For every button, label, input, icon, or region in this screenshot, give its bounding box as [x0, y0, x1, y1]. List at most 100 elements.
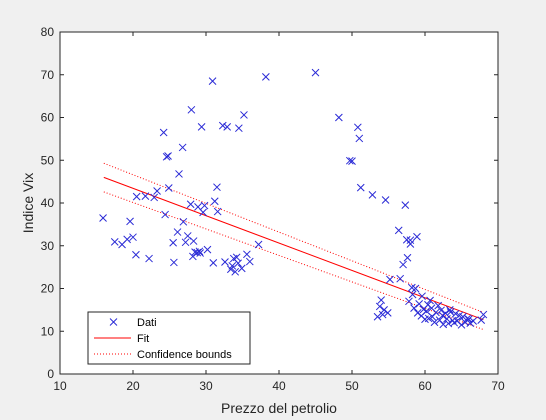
- data-point: [153, 187, 161, 195]
- data-point: [187, 105, 196, 114]
- x-tick-label: 20: [126, 379, 140, 393]
- data-point: [381, 196, 390, 204]
- y-tick-label: 20: [41, 282, 55, 296]
- data-point: [209, 258, 218, 267]
- data-point: [426, 296, 434, 305]
- data-point: [418, 292, 426, 301]
- data-point: [383, 309, 392, 317]
- data-point: [132, 250, 140, 259]
- data-point: [150, 193, 159, 202]
- data-point: [375, 302, 384, 311]
- data-point: [178, 143, 187, 152]
- data-point: [434, 301, 442, 310]
- legend-marker-dati: [109, 318, 118, 326]
- data-point: [394, 226, 403, 235]
- data-point: [213, 183, 221, 192]
- data-point: [181, 238, 190, 247]
- data-point: [169, 238, 178, 247]
- data-point: [175, 170, 183, 178]
- data-point: [173, 228, 182, 236]
- data-point: [164, 184, 173, 192]
- data-point: [126, 217, 134, 226]
- legend-label-dati: Dati: [137, 317, 157, 329]
- data-point: [200, 201, 209, 210]
- data-point: [403, 253, 412, 262]
- y-tick-label: 80: [41, 25, 55, 39]
- data-point: [210, 197, 219, 206]
- data-point: [199, 208, 207, 217]
- data-point: [345, 156, 354, 165]
- data-point: [479, 310, 488, 319]
- data-point: [110, 238, 119, 246]
- data-point: [399, 260, 407, 269]
- data-point: [243, 250, 251, 259]
- y-tick-label: 10: [41, 324, 55, 338]
- data-point: [443, 314, 451, 323]
- data-layer: [99, 68, 488, 331]
- data-point: [348, 157, 356, 165]
- data-point: [159, 128, 168, 137]
- data-point: [197, 123, 206, 131]
- y-tick-label: 50: [41, 153, 55, 167]
- data-point: [203, 245, 212, 254]
- data-point: [231, 267, 240, 276]
- data-point: [240, 111, 248, 119]
- data-point: [221, 258, 229, 266]
- data-point: [262, 73, 270, 81]
- data-point: [406, 236, 415, 245]
- x-tick-label: 60: [418, 379, 432, 393]
- data-point: [477, 316, 486, 324]
- data-point: [459, 312, 467, 321]
- x-tick-label: 10: [53, 379, 67, 393]
- y-tick-label: 60: [41, 111, 55, 125]
- legend-label-fit: Fit: [137, 333, 149, 345]
- data-point: [378, 310, 387, 319]
- data-point: [99, 214, 107, 222]
- data-point: [457, 320, 466, 329]
- data-point: [430, 318, 439, 327]
- data-point: [254, 240, 263, 249]
- legend: Dati Fit Confidence bounds: [87, 311, 251, 365]
- data-point: [406, 240, 415, 248]
- data-point: [123, 235, 132, 244]
- data-point: [373, 312, 382, 321]
- data-point: [356, 183, 365, 192]
- data-point: [232, 253, 241, 262]
- data-point: [218, 121, 227, 130]
- x-tick-label: 50: [345, 379, 359, 393]
- y-axis-label: Indice Vix: [20, 173, 36, 233]
- data-point: [408, 290, 417, 299]
- data-point: [189, 237, 198, 245]
- data-point: [213, 207, 222, 216]
- y-tick-label: 0: [47, 367, 54, 381]
- data-point: [445, 306, 454, 314]
- y-tick-label: 70: [41, 68, 55, 82]
- data-point: [186, 200, 195, 209]
- data-point: [377, 296, 386, 304]
- data-point: [161, 210, 169, 219]
- data-point: [228, 261, 237, 270]
- data-point: [129, 233, 137, 242]
- data-point: [353, 123, 362, 132]
- y-tick-label: 30: [41, 239, 55, 253]
- data-point: [183, 232, 192, 240]
- data-point: [401, 201, 410, 209]
- data-point: [245, 257, 254, 266]
- confidence-bound-upper-line: [103, 162, 484, 313]
- x-axis-label: Prezzo del petrolio: [221, 400, 337, 416]
- legend-label-confidence-bounds: Confidence bounds: [137, 349, 232, 361]
- data-point: [411, 284, 420, 293]
- data-point: [196, 249, 205, 257]
- data-point: [368, 191, 377, 199]
- data-point: [179, 217, 188, 226]
- data-point: [141, 192, 150, 201]
- data-point: [432, 308, 440, 317]
- data-point: [415, 300, 424, 308]
- data-point: [223, 123, 232, 131]
- data-point: [446, 308, 455, 316]
- data-point: [145, 254, 153, 263]
- data-point: [413, 232, 421, 241]
- data-point: [335, 113, 343, 122]
